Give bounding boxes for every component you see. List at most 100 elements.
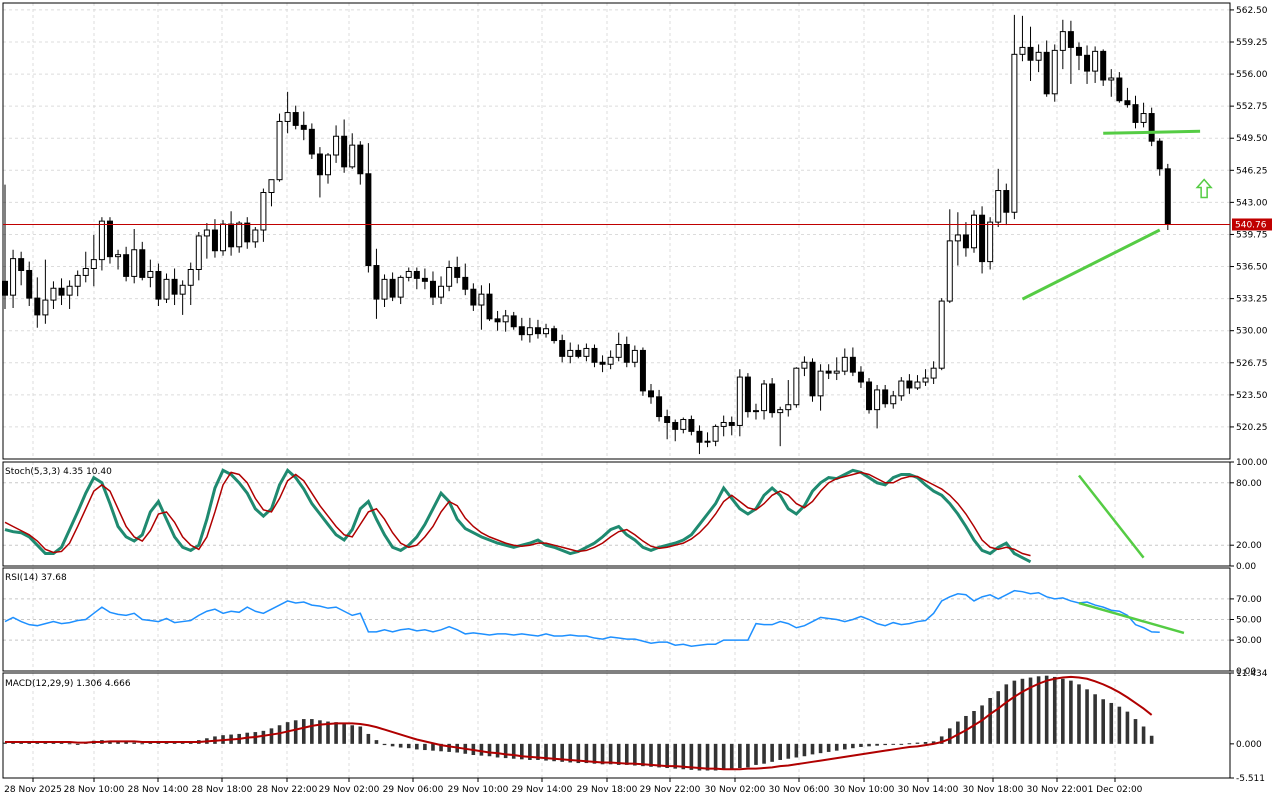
macd-histogram-bar [810,743,815,755]
candle [252,227,259,248]
bearish-candle-body [123,254,130,277]
bullish-candle-body [438,285,445,298]
trendline [1103,129,1201,135]
pane-border-macd [2,672,1231,779]
bearish-candle-body [357,144,364,175]
macd-histogram-bar [285,722,290,744]
candle [502,309,509,332]
macd-histogram-bar [528,743,532,760]
candle [1067,20,1074,84]
bearish-candle-body [623,344,630,363]
bullish-candle-body [478,293,485,306]
candle [300,111,307,141]
macd-histogram-bar [132,742,136,744]
candle [405,267,412,282]
candle [631,345,638,368]
time-axis-label: 30 Nov 02:00 [705,785,766,795]
bearish-candle-body [591,347,598,363]
bullish-candle-body [567,349,574,357]
bearish-candle-body [300,124,307,130]
candle [1100,49,1107,86]
macd-histogram-bar [915,742,920,744]
bullish-candle-body [898,380,905,397]
candle [171,268,178,306]
macd-histogram-bar [172,742,177,744]
bullish-candle-body [615,344,622,358]
bullish-candle-body [502,315,509,323]
macd-histogram-bar [511,743,516,759]
macd-histogram-bar [754,743,758,765]
stoch-tick-label: 80.00 [1236,479,1262,489]
bullish-candle-body [66,285,73,296]
bullish-candle-body [712,425,719,442]
candle [591,344,598,368]
candle [18,251,25,286]
bearish-candle-body [1164,168,1171,225]
macd-histogram-bar [1141,726,1146,744]
macd-histogram-bar [608,743,613,765]
bullish-candle-body [268,179,275,194]
candle [615,332,622,362]
candle [720,415,727,437]
candle [543,323,550,338]
candle [163,273,170,304]
candle [58,278,65,306]
candle [607,350,614,370]
candle [34,277,41,328]
macd-histogram-bar [382,743,387,746]
bearish-candle-body [672,421,679,430]
candle [413,267,420,290]
candle [333,125,340,163]
candle [155,263,162,307]
macd-histogram-bar [802,743,807,757]
bearish-candle-body [429,280,436,298]
time-axis-label: 30 Nov 06:00 [769,785,830,795]
stochastic-title: Stoch(5,3,3) 4.35 10.40 [5,467,112,477]
bearish-candle-body [211,229,218,252]
candle [906,374,913,394]
candle [187,262,194,306]
macd-histogram-bar [705,743,710,771]
bullish-candle-body [938,300,945,369]
macd-histogram-bar [1004,684,1009,744]
macd-histogram-bar [729,743,734,770]
candle [995,168,1002,228]
candle [446,260,453,292]
bearish-candle-body [534,327,541,335]
candle [833,357,840,381]
bearish-candle-body [1116,77,1123,102]
candle [874,384,881,429]
bearish-candle-body [413,270,420,279]
macd-histogram-bar [487,743,492,757]
macd-histogram-bar [826,743,831,752]
candle [599,355,606,373]
macd-histogram-bar [624,743,629,765]
macd-histogram-bar [180,742,185,744]
candle [712,424,719,447]
macd-histogram-bar [1036,676,1041,744]
macd-histogram-bar [479,743,484,756]
candle [316,147,323,198]
macd-histogram-bar [641,743,645,767]
candle [1011,14,1018,220]
bullish-candle-body [987,221,994,263]
bearish-candle-body [849,356,856,373]
bearish-candle-body [244,222,251,243]
time-axis-label: 28 Nov 22:00 [257,785,318,795]
candle [551,325,558,344]
bullish-candle-body [785,404,792,411]
bearish-candle-body [882,389,889,405]
bullish-candle-body [1035,51,1042,61]
bullish-candle-body [1108,77,1115,81]
rsi-tick-label: 30.00 [1236,636,1262,646]
bearish-candle-body [809,361,816,397]
candle [236,221,243,253]
macd-histogram-bar [51,742,56,744]
candle [74,270,81,297]
price-tick-label: 533.25 [1236,295,1268,305]
macd-histogram-bar [576,743,581,764]
candle [769,378,776,418]
rsi-tick-label: 0.00 [1236,667,1256,677]
candle [1156,138,1163,176]
